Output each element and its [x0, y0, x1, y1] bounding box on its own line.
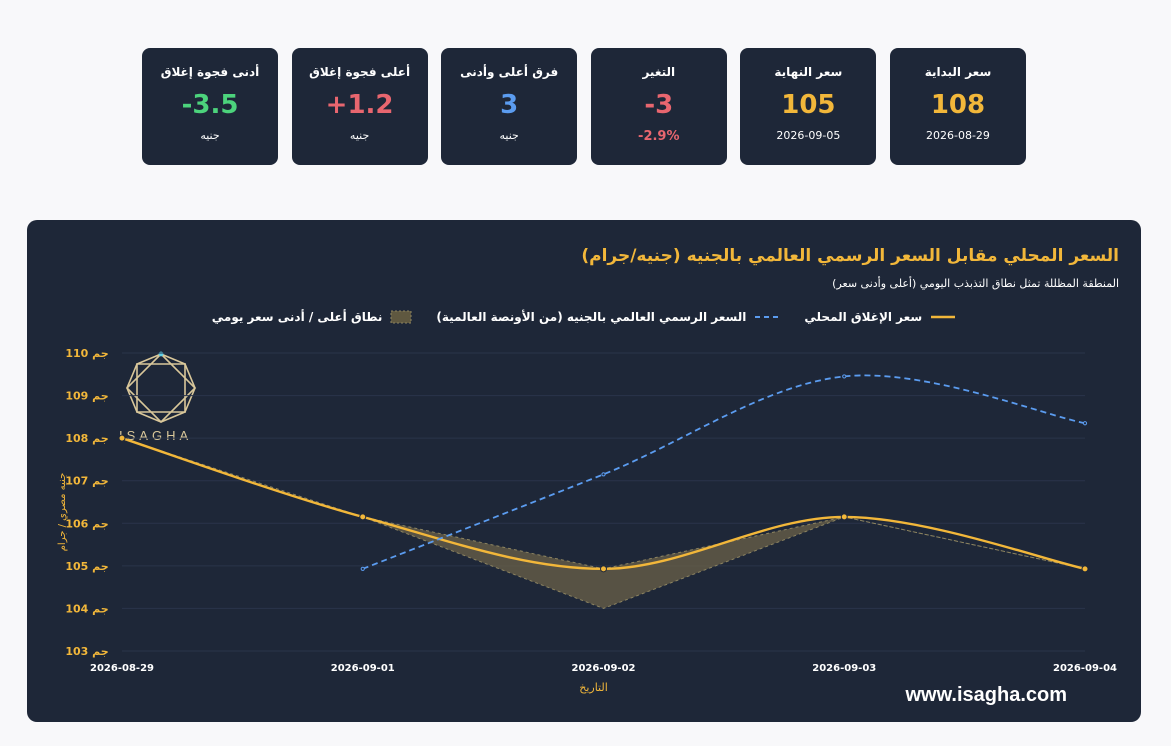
stat-card-high-low-diff: فرق أعلى وأدنى 3 جنيه	[441, 48, 578, 165]
stat-card-label: أعلى فجوة إغلاق	[309, 65, 411, 79]
y-axis-title: جنيه مصري / جرام	[57, 473, 68, 552]
series-point-0	[1081, 565, 1089, 573]
series-point-0	[840, 513, 848, 521]
x-tick-label: 2026-09-03	[812, 663, 876, 674]
chart-panel: السعر المحلي مقابل السعر الرسمي العالمي …	[27, 220, 1141, 722]
chart-subtitle: المنطقة المظللة تمثل نطاق التذبذب اليومي…	[832, 277, 1119, 290]
stat-card-end-price: سعر النهاية 105 2026-09-05	[740, 48, 877, 165]
legend-dashed-line-icon	[755, 316, 780, 318]
y-tick-label: 107 جم	[65, 475, 108, 488]
stat-card-label: سعر النهاية	[774, 65, 843, 79]
stat-card-min-close-gap: أدنى فجوة إغلاق -3.5 جنيه	[142, 48, 278, 165]
stat-card-label: سعر البداية	[924, 65, 992, 79]
stat-card-value: 108	[930, 90, 986, 120]
website-link[interactable]: www.isagha.com	[905, 684, 1067, 706]
y-tick-label: 109 جم	[65, 390, 108, 403]
legend-item-global-price: السعر الرسمي العالمي بالجنيه (من الأونصة…	[436, 310, 780, 324]
x-tick-label: 2026-09-04	[1053, 663, 1117, 674]
series-point-0	[600, 565, 607, 573]
stat-card-sub: -2.9%	[638, 129, 680, 144]
stat-card-start-price: سعر البداية 108 2026-08-29	[889, 48, 1026, 165]
series-point-1	[1082, 421, 1088, 426]
stat-card-sub: جنيه	[349, 129, 370, 142]
chart-legend: سعر الإغلاق المحلي السعر الرسمي العالمي …	[27, 310, 1141, 324]
y-tick-label: 106 جم	[65, 517, 108, 530]
stat-card-sub: جنيه	[499, 129, 519, 142]
series-line-0	[121, 437, 1086, 571]
stat-card-label: أدنى فجوة إغلاق	[160, 65, 260, 79]
stat-card-sub: 2026-09-05	[776, 129, 841, 142]
legend-item-range-band: نطاق أعلى / أدنى سعر يومي	[212, 310, 413, 324]
chart-plot-area: 103 جم 104 جم 105 جم 106 جم 107 جم 108 جم 109 …	[57, 347, 1117, 694]
legend-item-local-close: سعر الإغلاق المحلي	[804, 310, 956, 324]
y-tick-label: 104 جم	[65, 602, 108, 615]
logo-text: ISAGHA	[119, 428, 193, 443]
stat-card-sub: 2026-08-29	[926, 129, 990, 142]
legend-label-range-band: نطاق أعلى / أدنى سعر يومي	[211, 310, 383, 324]
stat-card-change: التغير -3 -2.9%	[590, 48, 727, 165]
y-tick-label: 110 جم	[65, 347, 108, 360]
stat-card-value: 105	[781, 90, 836, 120]
stats-cards: سعر البداية 108 2026-08-29 سعر النهاية 105 20…	[142, 48, 1026, 166]
stat-card-value: -3	[644, 90, 674, 120]
stat-card-value: -3.5	[181, 90, 239, 120]
series-point-1	[601, 472, 606, 477]
series-line-1	[362, 374, 1086, 570]
chart-title: السعر المحلي مقابل السعر الرسمي العالمي …	[581, 246, 1119, 266]
stat-card-value: +1.2	[325, 90, 394, 120]
series-point-1	[360, 566, 365, 571]
x-tick-label: 2026-09-02	[572, 663, 636, 674]
series-point-1	[842, 374, 847, 379]
stat-card-max-close-gap: أعلى فجوة إغلاق +1.2 جنيه	[291, 48, 428, 165]
legend-band-swatch-icon	[390, 310, 412, 324]
stat-card-sub: جنيه	[200, 129, 220, 142]
x-tick-label: 2026-08-29	[90, 663, 154, 674]
stat-card-value: 3	[500, 90, 519, 120]
y-tick-label: 108 جم	[65, 432, 108, 445]
y-tick-label: 103 جم	[65, 645, 108, 658]
legend-label-global-price: السعر الرسمي العالمي بالجنيه (من الأونصة…	[436, 310, 747, 324]
stat-card-label: التغير	[642, 65, 676, 79]
x-axis-title: التاريخ	[579, 681, 608, 694]
y-tick-label: 105 جم	[65, 560, 108, 573]
series-point-0	[118, 434, 126, 442]
series-point-0	[359, 513, 367, 521]
stat-card-label: فرق أعلى وأدنى	[460, 65, 559, 79]
legend-solid-line-icon	[931, 315, 956, 319]
legend-label-local-close: سعر الإغلاق المحلي	[804, 310, 923, 324]
x-tick-label: 2026-09-01	[331, 663, 395, 674]
